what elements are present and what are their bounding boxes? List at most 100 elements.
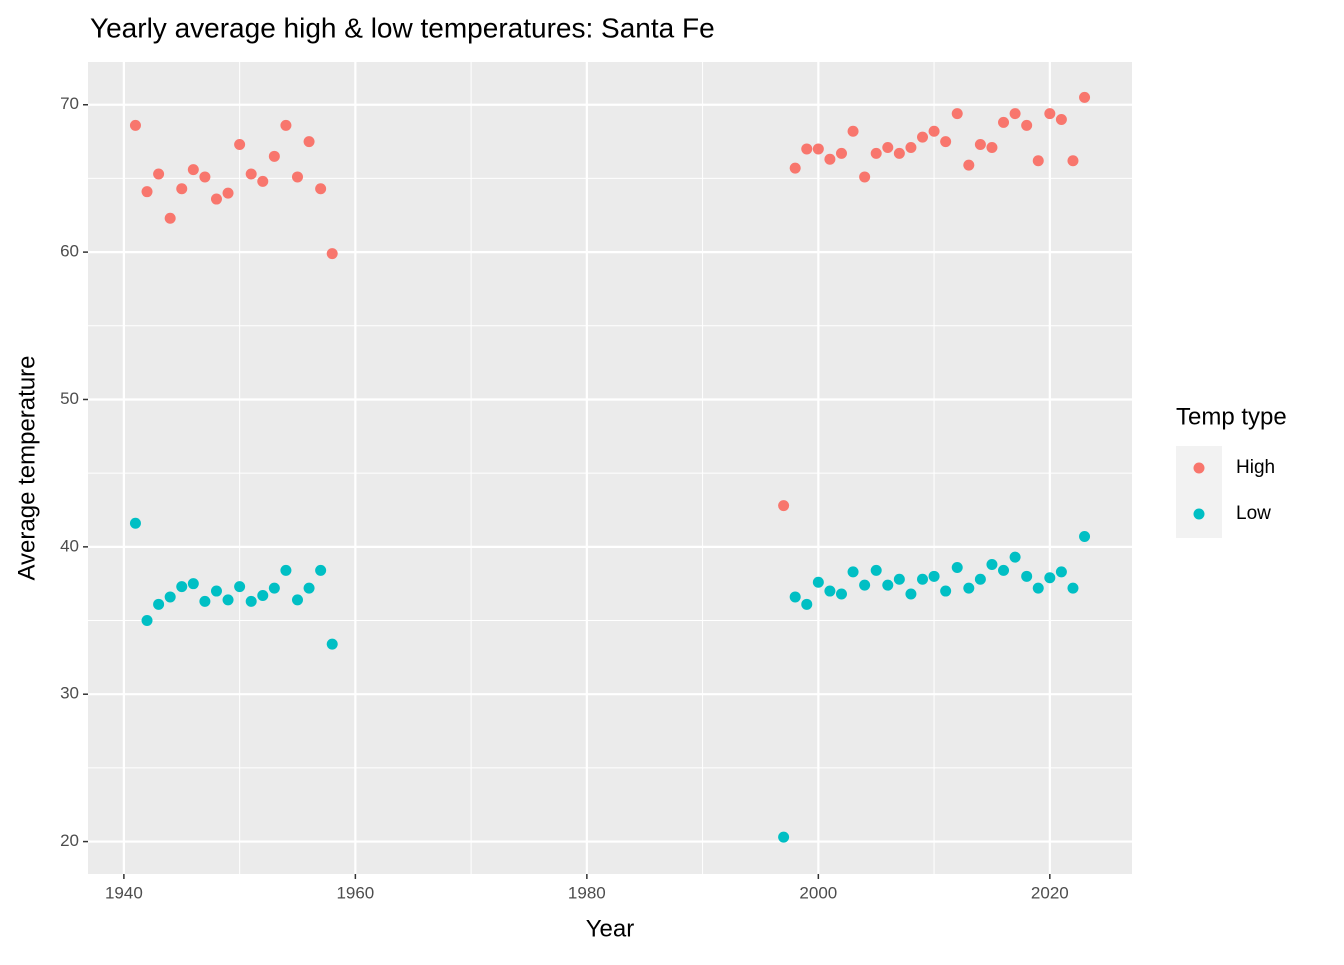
point	[789, 591, 801, 603]
point	[824, 153, 836, 165]
point	[1055, 566, 1067, 578]
point	[905, 588, 917, 600]
point	[1032, 582, 1044, 594]
y-axis-label: Average temperature	[13, 355, 40, 580]
point	[1044, 108, 1056, 120]
point	[1021, 570, 1033, 582]
point	[1032, 155, 1044, 167]
point	[291, 594, 303, 606]
point	[893, 147, 905, 159]
point	[963, 159, 975, 171]
point	[801, 143, 813, 155]
point	[870, 564, 882, 576]
point	[986, 141, 998, 153]
point	[268, 150, 280, 162]
point	[222, 594, 234, 606]
y-tick-label: 30	[60, 684, 79, 703]
point	[940, 585, 952, 597]
point	[859, 171, 871, 183]
point	[280, 564, 292, 576]
point	[129, 119, 141, 131]
point	[245, 595, 257, 607]
point	[998, 564, 1010, 576]
point	[974, 573, 986, 585]
x-tick-label: 2020	[1031, 883, 1069, 902]
y-tick-label: 40	[60, 536, 79, 555]
point	[974, 139, 986, 151]
x-axis-label: Year	[586, 915, 635, 942]
point	[164, 591, 176, 603]
point	[303, 582, 315, 594]
point	[1079, 91, 1091, 103]
point	[928, 125, 940, 137]
y-tick-label: 60	[60, 242, 79, 261]
point	[951, 108, 963, 120]
x-tick-label: 1980	[568, 883, 606, 902]
point	[859, 579, 871, 591]
point	[176, 581, 188, 593]
point	[187, 164, 199, 176]
legend-title: Temp type	[1176, 403, 1287, 430]
point	[917, 573, 929, 585]
point	[291, 171, 303, 183]
point	[835, 147, 847, 159]
point	[812, 143, 824, 155]
point	[280, 119, 292, 131]
point	[801, 598, 813, 610]
point	[986, 559, 998, 571]
point	[1021, 119, 1033, 131]
point	[1067, 155, 1079, 167]
legend-label: Low	[1236, 503, 1271, 524]
legend-swatch	[1193, 508, 1205, 520]
point	[951, 561, 963, 573]
point	[778, 500, 790, 512]
point	[882, 579, 894, 591]
point	[176, 183, 188, 195]
point	[153, 598, 165, 610]
point	[893, 573, 905, 585]
point	[940, 136, 952, 148]
point	[326, 248, 338, 260]
point	[153, 168, 165, 180]
point	[268, 582, 280, 594]
legend-label: High	[1236, 457, 1275, 478]
point	[245, 168, 257, 180]
point	[963, 582, 975, 594]
point	[141, 615, 153, 627]
point	[210, 585, 222, 597]
point	[905, 141, 917, 153]
point	[1009, 108, 1021, 120]
point	[1009, 551, 1021, 563]
point	[141, 186, 153, 198]
point	[234, 581, 246, 593]
point	[835, 588, 847, 600]
point	[326, 638, 338, 650]
legend-swatch	[1193, 462, 1205, 474]
point	[210, 193, 222, 205]
point	[234, 139, 246, 151]
point	[303, 136, 315, 148]
point	[199, 171, 211, 183]
point	[928, 570, 940, 582]
point	[1055, 113, 1067, 125]
x-tick-label: 2000	[799, 883, 837, 902]
point	[778, 831, 790, 843]
point	[812, 576, 824, 588]
point	[870, 147, 882, 159]
point	[1067, 582, 1079, 594]
point	[129, 517, 141, 529]
chart-title: Yearly average high & low temperatures: …	[90, 12, 715, 43]
point	[257, 589, 269, 601]
y-tick-label: 20	[60, 831, 79, 850]
plot-panel	[88, 62, 1132, 874]
point	[917, 131, 929, 143]
point	[847, 566, 859, 578]
point	[789, 162, 801, 174]
point	[164, 212, 176, 224]
point	[1044, 572, 1056, 584]
x-tick-label: 1940	[105, 883, 143, 902]
point	[824, 585, 836, 597]
point	[1079, 531, 1091, 543]
y-tick-label: 70	[60, 94, 79, 113]
